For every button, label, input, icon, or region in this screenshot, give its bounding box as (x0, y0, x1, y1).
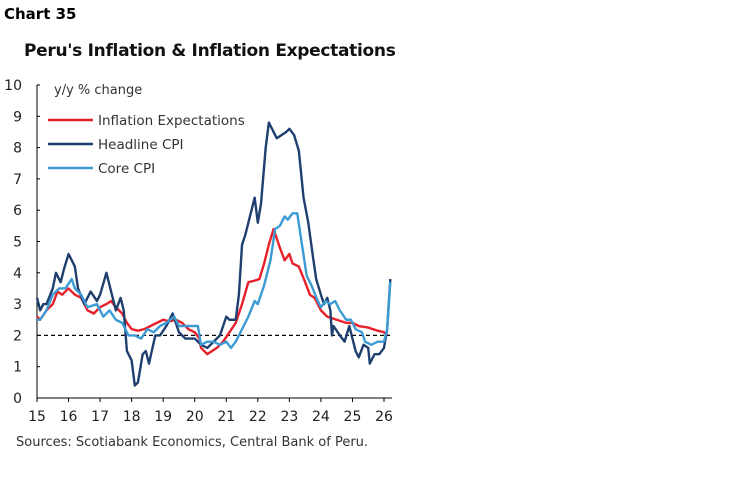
y-tick-label: 8 (13, 141, 22, 157)
legend-label: Headline CPI (98, 137, 184, 153)
x-tick-label: 17 (91, 409, 109, 425)
x-tick-label: 21 (217, 409, 235, 425)
x-tick-label: 20 (186, 409, 204, 425)
chart-number-label: Chart 35 (4, 5, 77, 23)
y-tick-label: 1 (13, 360, 22, 376)
x-tick-label: 19 (154, 409, 172, 425)
x-tick-label: 16 (60, 409, 78, 425)
legend-label: Core CPI (98, 161, 155, 177)
series-line-core-cpi (37, 212, 392, 350)
y-tick-label: 6 (13, 203, 22, 219)
series-line-headline-cpi (35, 121, 392, 387)
x-tick-label: 23 (280, 409, 298, 425)
y-tick-label: 10 (4, 78, 22, 94)
x-tick-label: 18 (123, 409, 141, 425)
y-tick-label: 7 (13, 172, 22, 188)
x-tick-label: 26 (375, 409, 393, 425)
chart-title: Peru's Inflation & Inflation Expectation… (24, 41, 396, 61)
y-tick-label: 5 (13, 235, 22, 251)
y-tick-label: 0 (13, 391, 22, 407)
y-tick-label: 4 (13, 266, 22, 282)
y-tick-label: 9 (13, 109, 22, 125)
source-note: Sources: Scotiabank Economics, Central B… (16, 435, 369, 450)
y-axis-label: y/y % change (54, 83, 142, 98)
y-tick-label: 2 (13, 328, 22, 344)
x-tick-label: 25 (344, 409, 362, 425)
x-tick-label: 15 (28, 409, 46, 425)
series-line-inflation-expectations (36, 227, 388, 356)
legend-label: Inflation Expectations (98, 113, 245, 129)
y-tick-label: 3 (13, 297, 22, 313)
x-tick-label: 22 (249, 409, 267, 425)
x-tick-label: 24 (312, 409, 330, 425)
